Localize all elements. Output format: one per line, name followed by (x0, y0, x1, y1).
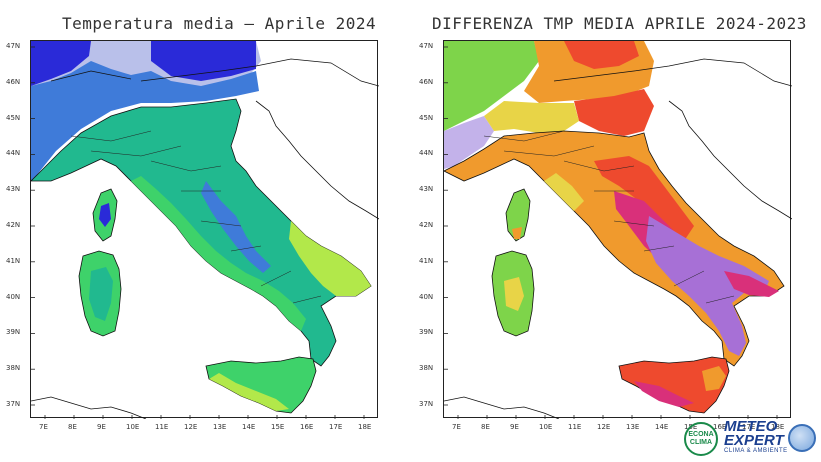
lat-label: 38N (6, 364, 21, 373)
lat-label: 44N (6, 149, 21, 158)
econa-clima-logo: ECONA CLIMA (684, 422, 718, 456)
right-map-canvas (444, 41, 792, 419)
globe-icon (788, 424, 816, 452)
lat-label: 47N (6, 42, 21, 50)
sicily-coastal (209, 373, 289, 411)
right-difference-map (443, 40, 792, 419)
lat-label: 45N (6, 113, 21, 122)
lon-label: 8E (68, 423, 77, 431)
lon-label: 11E (568, 423, 582, 431)
lat-label: 39N (419, 328, 434, 337)
corsica (505, 188, 531, 242)
lon-label: 7E (452, 423, 461, 431)
swiss-border (50, 70, 132, 82)
alps-west-green (444, 41, 539, 131)
alps-west-lilac (444, 116, 494, 169)
sardinia-inner (89, 267, 113, 321)
lat-label: 37N (6, 400, 21, 408)
lat-label: 43N (6, 185, 21, 194)
lon-label: 16E (300, 423, 314, 431)
lat-label: 42N (419, 221, 434, 229)
lon-label: 15E (271, 423, 285, 431)
lat-label: 46N (419, 77, 434, 86)
econ-line1: ECONA (688, 431, 714, 438)
lat-label: 47N (419, 42, 434, 50)
lon-label: 14E (655, 423, 669, 431)
logos: ECONA CLIMA METEO EXPERT CLIMA & AMBIENT… (684, 418, 816, 458)
lon-label: 10E (126, 423, 140, 431)
corsica-inner (99, 203, 111, 227)
meteo-line2: EXPERT (724, 432, 784, 449)
lon-label: 12E (184, 423, 198, 431)
heel-yellowgreen (289, 221, 371, 296)
puglia-magenta (724, 271, 779, 297)
lon-label: 9E (97, 423, 106, 431)
alps-deep-cold (31, 41, 256, 86)
econ-line2: CLIMA (689, 439, 713, 446)
austria-border (140, 58, 379, 87)
lat-label: 38N (419, 364, 434, 373)
sicily-magenta (634, 381, 694, 407)
region-lines (70, 130, 322, 304)
sicily-orange (702, 366, 726, 391)
right-map-title: DIFFERENZA TMP MEDIA APRILE 2024-2023 (432, 14, 807, 33)
lon-label: 8E (481, 423, 490, 431)
lon-label: 16E (713, 423, 727, 431)
lon-label: 17E (742, 423, 756, 431)
balkan-coastline (668, 100, 792, 220)
lat-label: 39N (6, 328, 21, 337)
lat-label: 37N (419, 400, 434, 408)
lon-label: 11E (155, 423, 169, 431)
lon-label: 13E (626, 423, 640, 431)
sardinia-yellow (504, 277, 524, 311)
central-red (594, 156, 694, 241)
right-axis-ticks (444, 46, 778, 419)
left-map-title: Temperatura media – Aprile 2024 (62, 14, 377, 33)
italy-mainland (31, 98, 372, 367)
lon-label: 7E (39, 423, 48, 431)
meteo-line1: METEO (724, 418, 778, 435)
lon-label: 17E (329, 423, 343, 431)
africa-coastline (31, 396, 147, 419)
meteo-expert-logo: METEO EXPERT CLIMA & AMBIENTE (724, 418, 816, 458)
austria-border (553, 58, 792, 87)
lat-label: 40N (419, 292, 434, 301)
left-axis-ticks (31, 46, 365, 419)
left-map-canvas (31, 41, 379, 419)
mainland-coastal-green (131, 176, 306, 331)
lon-label: 14E (242, 423, 256, 431)
lon-label: 13E (213, 423, 227, 431)
lat-label: 46N (6, 77, 21, 86)
alps-mid-cold (31, 61, 259, 181)
apennine-cold (201, 181, 271, 273)
lon-label: 10E (539, 423, 553, 431)
tuscany-yellow (544, 173, 584, 211)
lon-label: 18E (771, 423, 785, 431)
po-valley-yellow (484, 101, 579, 133)
lat-label: 41N (6, 256, 21, 265)
lat-label: 40N (6, 292, 21, 301)
north-red (564, 41, 654, 136)
lat-label: 43N (419, 185, 434, 194)
lon-label: 18E (358, 423, 372, 431)
balkan-coastline (255, 100, 379, 220)
lon-label: 12E (597, 423, 611, 431)
africa-coastline (444, 396, 560, 419)
lat-label: 45N (419, 113, 434, 122)
meteo-tagline: CLIMA & AMBIENTE (724, 448, 788, 454)
lat-label: 41N (419, 256, 434, 265)
corsica-orange (512, 227, 522, 239)
region-lines (483, 130, 735, 304)
south-purple (646, 216, 769, 356)
lon-label: 9E (510, 423, 519, 431)
lat-label: 44N (419, 149, 434, 158)
lat-label: 42N (6, 221, 21, 229)
left-temperature-map (30, 40, 379, 419)
